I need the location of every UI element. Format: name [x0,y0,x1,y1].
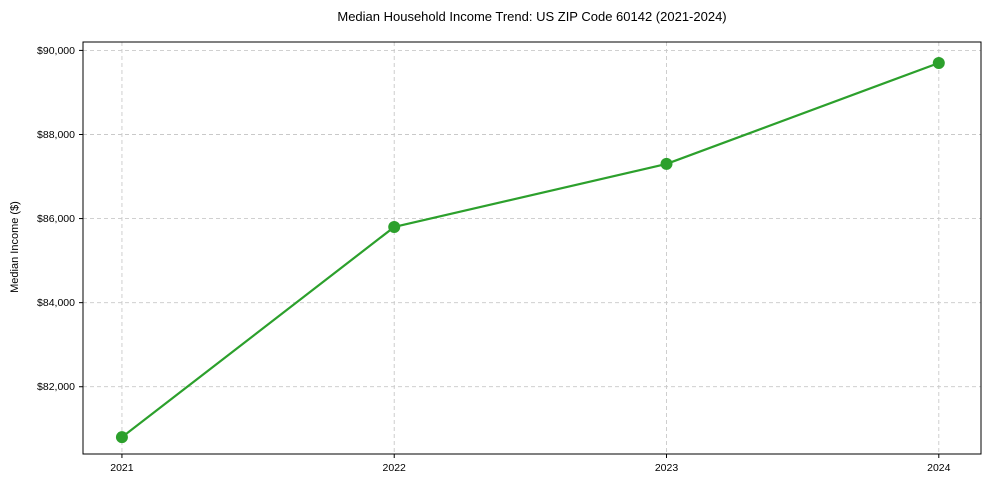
data-point [660,157,673,170]
trend-line [120,61,940,439]
x-tick-label: 2022 [383,462,407,474]
y-tick-label: $90,000 [37,45,75,57]
x-tick-label: 2021 [110,462,134,474]
y-tick-label: $84,000 [37,297,75,309]
x-tick-label: 2023 [655,462,679,474]
chart-title: Median Household Income Trend: US ZIP Co… [337,9,727,24]
y-tick-label: $88,000 [37,129,75,141]
data-point [932,57,945,70]
plot-border [82,41,982,455]
data-point [115,431,128,444]
data-point [388,220,401,233]
y-tick-label: $86,000 [37,213,75,225]
x-tick-label: 2024 [927,462,951,474]
y-tick-label: $82,000 [37,381,75,393]
